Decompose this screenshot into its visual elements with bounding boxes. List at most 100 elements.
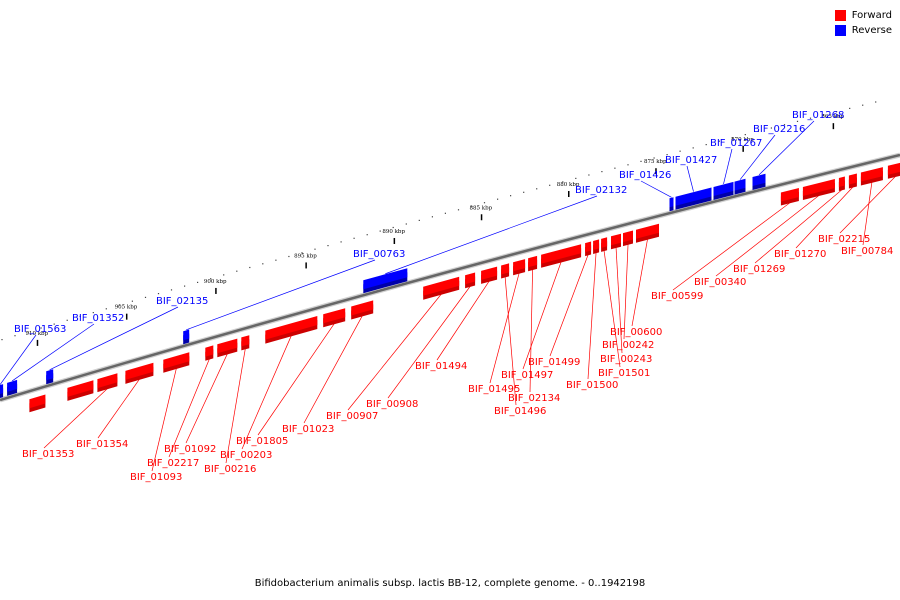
- label-leader: [686, 165, 694, 192]
- label-leader: [623, 244, 629, 340]
- scale-dot: [131, 300, 133, 302]
- scale-dot: [627, 164, 629, 166]
- legend-label-forward: Forward: [851, 10, 892, 21]
- label-leader: [715, 195, 820, 277]
- scale-dot: [562, 181, 564, 183]
- gene-face: [713, 181, 734, 196]
- scale-dot: [692, 147, 694, 149]
- label-leader: [758, 120, 815, 176]
- label-leader: [186, 259, 376, 331]
- scale-dot: [601, 171, 603, 173]
- scale-dot: [223, 274, 225, 276]
- gene-label: BIF_01499: [528, 357, 580, 368]
- label-leader: [603, 250, 621, 368]
- forward-gene: [67, 380, 94, 401]
- label-leader: [723, 148, 733, 185]
- gene-face: [734, 178, 746, 191]
- forward-gene: [351, 300, 374, 320]
- gene-face: [541, 244, 582, 264]
- scale-dot: [118, 304, 120, 306]
- forward-gene: [481, 266, 498, 284]
- scale-dot: [510, 195, 512, 197]
- reverse-gene: [669, 197, 674, 212]
- forward-gene: [465, 272, 476, 289]
- gene-face: [217, 338, 238, 354]
- label-leader: [151, 368, 177, 472]
- gene-face: [593, 239, 600, 250]
- scale-dot: [483, 202, 486, 204]
- scale-dot: [849, 107, 851, 109]
- reverse-gene: [0, 384, 4, 399]
- gene-face: [423, 276, 460, 296]
- gene-label: BIF_00203: [220, 450, 272, 461]
- gene-label: BIF_01495: [468, 384, 520, 395]
- label-leader: [303, 315, 363, 424]
- tick-label: 870 kbp: [731, 137, 754, 143]
- gene-face: [848, 173, 857, 185]
- gene-face: [7, 379, 18, 392]
- gene-label: BIF_01501: [598, 368, 650, 379]
- scale-dot: [249, 266, 251, 269]
- scale-dot: [184, 285, 186, 287]
- scale-dot: [536, 188, 538, 190]
- label-leader: [185, 353, 228, 444]
- scale-dot: [327, 245, 329, 247]
- tick-label: 880 kbp: [557, 182, 580, 188]
- genome-caption: Bifidobacterium animalis subsp. lactis B…: [254, 578, 646, 589]
- gene-label: BIF_01426: [619, 170, 671, 181]
- gene-face: [611, 233, 621, 246]
- scale-dot: [653, 157, 655, 159]
- forward-gene: [205, 345, 214, 361]
- scale-dot: [314, 248, 316, 250]
- gene-label: BIF_01270: [774, 249, 826, 260]
- gene-label: BIF_01500: [566, 380, 618, 391]
- forward-gene: [887, 162, 900, 179]
- label-leader: [549, 254, 589, 357]
- scale-dot: [157, 293, 160, 295]
- scale-dot: [614, 167, 616, 169]
- gene-label: BIF_00216: [204, 464, 256, 475]
- gene-label: BIF_00599: [651, 291, 703, 302]
- forward-gene: [780, 188, 799, 206]
- gene-face: [752, 173, 766, 186]
- gene-label: BIF_00908: [366, 399, 418, 410]
- reverse-swatch: [834, 25, 846, 36]
- scale-dot: [809, 117, 812, 119]
- scale-dot: [549, 184, 551, 186]
- gene-label: BIF_01267: [710, 138, 762, 149]
- reverse-gene: [46, 369, 54, 385]
- gene-label: BIF_01093: [130, 472, 182, 483]
- label-leader: [862, 182, 873, 246]
- legend: Forward Reverse: [834, 8, 892, 38]
- label-leader: [387, 286, 471, 399]
- forward-gene: [838, 176, 845, 191]
- forward-gene: [163, 352, 190, 373]
- scale-dot: [783, 124, 786, 126]
- forward-gene: [513, 259, 526, 276]
- label-leader: [504, 276, 517, 406]
- gene-label: BIF_01497: [501, 370, 553, 381]
- label-leader: [0, 334, 37, 385]
- legend-item-forward: Forward: [834, 8, 892, 23]
- label-leader: [489, 273, 520, 384]
- label-leader: [754, 189, 843, 264]
- forward-gene: [501, 263, 510, 279]
- gene-face: [205, 345, 214, 357]
- scale-dot: [836, 111, 838, 113]
- gene-label: BIF_02134: [508, 393, 560, 404]
- gene-face: [29, 394, 46, 409]
- forward-gene: [423, 276, 460, 300]
- gene-label: BIF_01023: [282, 424, 334, 435]
- scale-dot: [718, 140, 720, 142]
- gene-label: BIF_02215: [818, 234, 870, 245]
- label-leader: [587, 252, 597, 380]
- scale-dot: [66, 319, 68, 321]
- gene-face: [265, 316, 318, 340]
- scale-dot: [40, 327, 42, 329]
- gene-face: [780, 188, 799, 202]
- scale-dot: [470, 205, 473, 207]
- forward-gene: [125, 362, 154, 384]
- gene-label: BIF_01494: [415, 361, 467, 372]
